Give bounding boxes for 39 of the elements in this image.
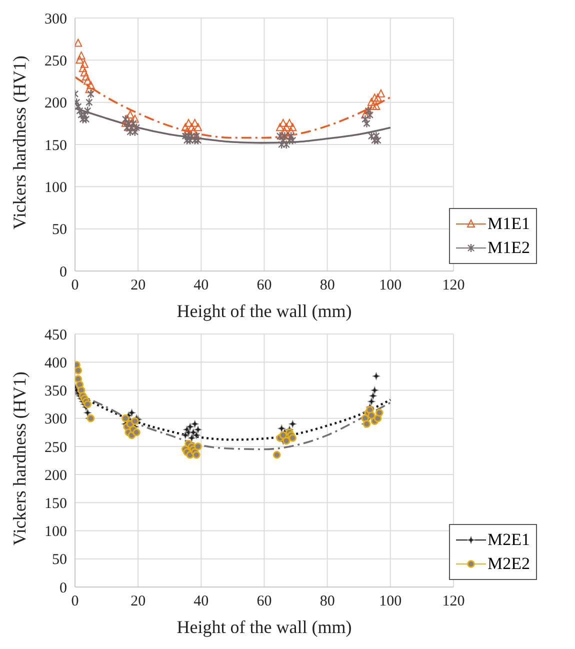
y-tick-label: 450	[44, 327, 67, 344]
x-tick-label: 40	[194, 278, 209, 294]
y-tick-label: 0	[60, 264, 67, 280]
y-tick-label: 100	[44, 180, 67, 196]
x-axis-title: Height of the wall (mm)	[176, 617, 352, 637]
x-tick-label: 120	[442, 594, 465, 610]
legend-label: M2E2	[488, 553, 530, 575]
legend-label: M2E1	[488, 529, 530, 551]
y-axis-title: Vickers hardness (HV1)	[9, 56, 30, 230]
y-tick-label: 50	[52, 222, 67, 238]
y-tick-label: 300	[44, 412, 67, 428]
x-tick-label: 0	[71, 278, 79, 294]
x-tick-label: 100	[379, 278, 402, 294]
y-tick-label: 300	[44, 11, 67, 28]
y-tick-label: 200	[44, 468, 67, 484]
y-tick-label: 100	[44, 524, 67, 540]
x-tick-label: 60	[256, 278, 272, 294]
x-tick-label: 0	[71, 594, 79, 610]
y-tick-label: 250	[44, 440, 67, 456]
y-axis-title: Vickers hardness (HV1)	[9, 372, 30, 546]
x-tick-label: 20	[130, 594, 146, 610]
y-tick-label: 400	[44, 355, 67, 372]
y-tick-label: 50	[52, 552, 67, 568]
legend-label: M1E1	[488, 213, 530, 235]
x-tick-label: 100	[379, 594, 402, 610]
x-tick-label: 60	[256, 594, 272, 610]
x-tick-label: 20	[130, 278, 146, 294]
y-tick-label: 250	[44, 53, 67, 70]
y-tick-label: 150	[44, 138, 67, 154]
x-tick-label: 80	[320, 594, 335, 610]
y-tick-label: 0	[60, 580, 67, 596]
y-tick-label: 350	[44, 384, 67, 400]
x-axis-title: Height of the wall (mm)	[176, 301, 352, 321]
x-tick-label: 120	[442, 278, 465, 294]
legend-label: M1E2	[488, 237, 530, 259]
x-tick-label: 80	[320, 278, 335, 294]
y-tick-label: 150	[44, 496, 67, 512]
x-tick-label: 40	[194, 594, 209, 610]
y-tick-label: 200	[44, 96, 67, 112]
